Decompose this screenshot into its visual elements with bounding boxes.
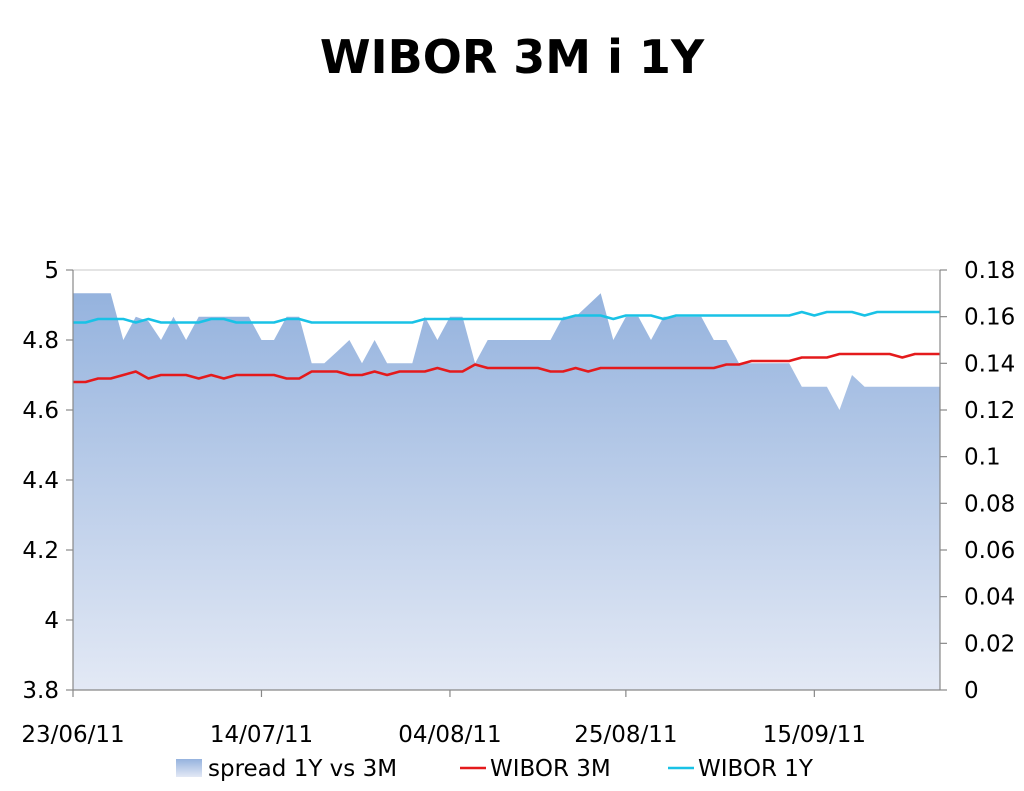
y-left-tick-label: 4: [44, 608, 59, 634]
series-line-wibor-3m: [73, 352, 940, 384]
y-right-tick-label: 0.1: [964, 445, 1001, 471]
legend-label-spread: spread 1Y vs 3M: [208, 756, 397, 782]
series-line-wibor-1y: [73, 310, 940, 324]
x-tick-label: 14/07/11: [210, 722, 313, 748]
legend-label-wibor-1y: WIBOR 1Y: [698, 756, 814, 782]
y-left-tick-label: 4.2: [22, 538, 59, 564]
series-area-spread: [73, 293, 940, 690]
y-right-tick-label: 0.18: [964, 258, 1015, 284]
x-tick-label: 23/06/11: [21, 722, 124, 748]
y-right-tick-label: 0.16: [964, 305, 1015, 331]
y-left-tick-label: 5: [44, 258, 59, 284]
y-left-tick-label: 4.6: [22, 398, 59, 424]
legend-swatch-spread: [176, 759, 202, 777]
y-right-tick-label: 0.08: [964, 491, 1015, 517]
x-tick-label: 25/08/11: [574, 722, 677, 748]
y-right-tick-label: 0.14: [964, 351, 1015, 377]
y-right-tick-label: 0.06: [964, 538, 1015, 564]
x-tick-label: 04/08/11: [398, 722, 501, 748]
x-tick-label: 15/09/11: [763, 722, 866, 748]
y-left-tick-label: 4.8: [22, 328, 59, 354]
y-right-tick-label: 0.04: [964, 585, 1015, 611]
y-right-tick-label: 0: [964, 678, 979, 704]
y-left-tick-label: 4.4: [22, 468, 59, 494]
legend-label-wibor-3m: WIBOR 3M: [490, 756, 611, 782]
y-right-tick-label: 0.12: [964, 398, 1015, 424]
y-right-tick-label: 0.02: [964, 631, 1015, 657]
chart-title: WIBOR 3M i 1Y: [319, 30, 705, 84]
y-left-tick-label: 3.8: [22, 678, 59, 704]
